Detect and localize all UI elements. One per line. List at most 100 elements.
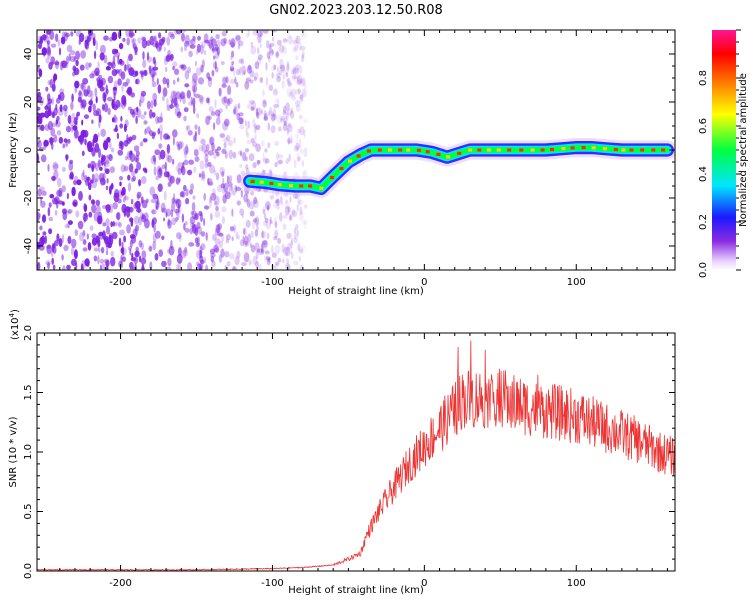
noise-blob [217,223,223,231]
noise-blob [88,194,92,201]
noise-blob [245,198,249,206]
noise-blob [136,106,139,112]
noise-blob [152,240,156,251]
noise-blob [108,141,112,149]
noise-blob [220,38,226,47]
noise-blob [280,195,283,205]
noise-blob [64,224,70,229]
noise-blob [290,251,294,260]
noise-blob [256,248,260,253]
y-tick-label: 20 [23,96,34,109]
noise-blob [71,124,74,133]
noise-blob [294,144,300,150]
noise-blob [47,164,50,172]
noise-blob [172,66,175,71]
noise-blob [285,158,289,165]
noise-blob [51,257,54,265]
noise-blob [167,49,171,57]
noise-blob [294,66,299,76]
noise-blob [283,112,289,119]
noise-blob [216,39,221,50]
noise-blob [236,174,242,184]
noise-blob [183,40,190,47]
noise-blob [148,245,153,252]
noise-blob [87,242,92,251]
noise-blob [70,31,74,37]
noise-blob [215,49,220,60]
noise-blob [108,154,113,162]
noise-blob [138,99,142,107]
noise-blob [259,43,262,48]
noise-blob [274,199,279,204]
noise-blob [200,173,206,182]
noise-blob [290,240,293,249]
noise-blob [298,255,302,262]
noise-blob [93,255,98,262]
noise-blob [180,64,187,71]
noise-blob [262,169,266,177]
noise-blob [301,88,307,98]
noise-blob [235,186,242,192]
noise-blob [283,171,288,180]
noise-blob [262,99,267,105]
noise-blob [238,40,244,47]
noise-blob [190,210,194,216]
noise-blob [138,240,143,248]
noise-blob [185,197,190,205]
noise-blob [84,39,88,50]
noise-blob [238,112,244,117]
noise-blob [237,43,240,50]
noise-blob [41,47,48,56]
noise-blob [229,226,235,232]
noise-blob [299,93,304,103]
noise-blob [99,44,106,55]
noise-blob [121,203,127,214]
noise-blob [123,235,126,243]
noise-blob [123,97,127,107]
noise-blob [166,36,171,46]
noise-blob [261,246,265,256]
noise-blob [249,242,253,248]
noise-blob [67,209,73,214]
noise-blob [221,83,227,88]
noise-blob [97,247,101,253]
noise-blob [240,170,245,176]
noise-blob [292,67,297,77]
noise-blob [140,93,145,104]
noise-blob [105,218,110,228]
noise-blob [37,211,40,222]
noise-blob [101,153,104,164]
noise-blob [268,110,274,117]
noise-blob [113,128,119,132]
noise-blob [219,133,226,139]
noise-blob [253,76,257,82]
noise-blob [107,242,112,249]
noise-blob [256,159,261,165]
noise-blob [150,198,157,204]
noise-blob [149,186,156,196]
noise-blob [285,262,291,270]
noise-blob [51,175,56,181]
noise-blob [122,37,126,42]
noise-blob [174,198,181,203]
noise-blob [208,115,212,121]
noise-blob [203,205,210,210]
noise-blob [292,95,296,101]
noise-blob [166,78,170,85]
noise-blob [118,222,122,228]
noise-blob [284,116,288,126]
noise-blob [276,114,282,125]
noise-blob [68,220,73,226]
noise-blob [65,125,72,133]
noise-blob [178,247,182,256]
noise-blob [155,205,158,210]
noise-blob [135,150,140,157]
noise-blob [254,242,260,252]
noise-blob [297,88,301,94]
noise-blob [99,264,102,270]
y-tick-label: 0.5 [23,504,34,520]
noise-blob [163,46,166,52]
noise-blob [191,78,197,88]
noise-blob [215,66,219,73]
